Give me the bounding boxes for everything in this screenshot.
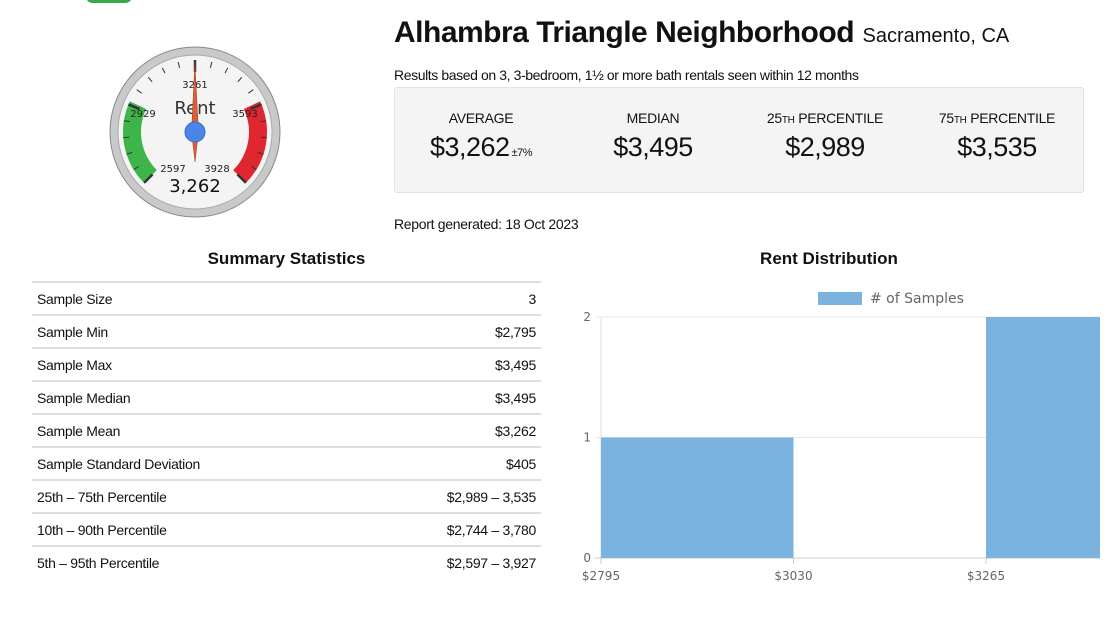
gauge-tick bbox=[251, 166, 257, 171]
stat-value: $3,262 bbox=[429, 132, 510, 162]
gauge-tick bbox=[123, 120, 130, 123]
key-stats-panel: AVERAGE $3,262 ±7% MEDIAN $3,495 25TH PER… bbox=[394, 87, 1084, 193]
stat-value: $2,744 – 3,780 bbox=[355, 512, 541, 546]
table-row: Sample Min $2,795 bbox=[32, 314, 541, 348]
stat-value: $3,495 bbox=[355, 347, 541, 381]
stat-value: $2,597 – 3,927 bbox=[355, 545, 541, 578]
table-row: 5th – 95th Percentile $2,597 – 3,927 bbox=[32, 545, 541, 578]
stat-name: Sample Mean bbox=[32, 413, 356, 447]
stat-value: $2,989 – 3,535 bbox=[355, 479, 541, 513]
gauge-tick bbox=[128, 103, 141, 111]
gauge-tick bbox=[236, 173, 247, 184]
stat-label: AVERAGE bbox=[448, 110, 514, 126]
y-tick-label: 1 bbox=[583, 431, 591, 445]
stat-value: $2,989 bbox=[785, 132, 865, 162]
legend-label: # of Samples bbox=[870, 291, 964, 307]
gauge-tick-label: 3593 bbox=[232, 109, 257, 120]
rent-distribution-chart: 0 1 2 $2795 $3030 $3265 # of Samples bbox=[582, 291, 1100, 583]
stat-name: 25th – 75th Percentile bbox=[32, 479, 356, 513]
table-row: 25th – 75th Percentile $2,989 – 3,535 bbox=[32, 479, 541, 513]
stat-75th-percentile: 75TH PERCENTILE $3,535 bbox=[911, 88, 1083, 192]
rent-gauge: 25972929326135933928Rent3,262 bbox=[109, 46, 281, 218]
table-row: Sample Mean $3,262 bbox=[32, 413, 541, 447]
gauge-tick bbox=[209, 61, 213, 68]
stat-name: Sample Max bbox=[32, 347, 356, 381]
neighborhood-name: Alhambra Triangle Neighborhood bbox=[394, 16, 855, 49]
gauge-tick bbox=[143, 173, 154, 184]
stat-name: Sample Median bbox=[32, 380, 356, 414]
summary-title: Summary Statistics bbox=[207, 249, 366, 268]
chart-title: Rent Distribution bbox=[760, 249, 898, 268]
stat-value: $2,795 bbox=[355, 314, 541, 348]
gauge-tick bbox=[177, 61, 181, 68]
stat-value: $3,495 bbox=[355, 380, 541, 414]
report-date: Report generated: 18 Oct 2023 bbox=[394, 216, 579, 232]
x-tick-label: $3030 bbox=[774, 569, 812, 583]
gauge-tick bbox=[133, 166, 139, 171]
histogram-bar bbox=[601, 437, 794, 558]
x-tick-label: $3265 bbox=[967, 569, 1005, 583]
gauge-tick bbox=[161, 67, 166, 74]
y-tick-label: 0 bbox=[583, 551, 591, 565]
gauge-tick bbox=[147, 76, 153, 83]
gauge-tick bbox=[136, 89, 142, 94]
stat-value: $3,535 bbox=[957, 132, 1037, 162]
stat-name: 5th – 95th Percentile bbox=[32, 545, 356, 578]
green-badge bbox=[86, 0, 132, 3]
stat-label: 75TH PERCENTILE bbox=[938, 110, 1056, 126]
gauge-tick bbox=[257, 151, 264, 155]
y-tick-label: 2 bbox=[583, 310, 591, 324]
stat-value: $405 bbox=[355, 446, 541, 480]
gauge-value: 3,262 bbox=[169, 176, 221, 197]
stat-value: $3,495 bbox=[613, 132, 693, 162]
gauge-low-band bbox=[122, 101, 157, 183]
x-tick-label: $2795 bbox=[582, 569, 620, 583]
gauge-tick bbox=[249, 103, 262, 111]
gauge-tick bbox=[224, 67, 229, 74]
gauge-tick bbox=[126, 151, 133, 155]
stat-label: MEDIAN bbox=[626, 110, 680, 126]
gauge-high-band bbox=[233, 101, 267, 183]
stat-average: AVERAGE $3,262 ±7% bbox=[395, 88, 567, 192]
stat-name: 10th – 90th Percentile bbox=[32, 512, 356, 546]
gauge-tick-label: 2597 bbox=[160, 164, 185, 175]
page-title: Alhambra Triangle Neighborhood Sacrament… bbox=[394, 16, 1009, 50]
results-basis: Results based on 3, 3-bedroom, 1½ or mor… bbox=[394, 67, 859, 83]
stat-margin: ±7% bbox=[511, 147, 533, 159]
stat-value: $3,262 bbox=[355, 413, 541, 447]
gauge-hub bbox=[184, 121, 206, 143]
table-row: Sample Median $3,495 bbox=[32, 380, 541, 414]
stat-name: Sample Min bbox=[32, 314, 356, 348]
summary-table: Sample Size 3 Sample Min $2,795 Sample Max $3… bbox=[32, 281, 541, 578]
stat-name: Sample Size bbox=[32, 281, 356, 315]
table-row: Sample Max $3,495 bbox=[32, 347, 541, 381]
stat-name: Sample Standard Deviation bbox=[32, 446, 356, 480]
table-row: 10th – 90th Percentile $2,744 – 3,780 bbox=[32, 512, 541, 546]
table-row: Sample Size 3 bbox=[32, 281, 541, 315]
histogram-bar bbox=[986, 317, 1100, 558]
stat-label: 25TH PERCENTILE bbox=[766, 110, 884, 126]
stat-median: MEDIAN $3,495 bbox=[567, 88, 739, 192]
gauge-tick-label: 3928 bbox=[204, 164, 229, 175]
table-row: Sample Standard Deviation $405 bbox=[32, 446, 541, 480]
gauge-tick bbox=[248, 89, 254, 94]
gauge-tick-label: 2929 bbox=[130, 109, 155, 120]
gauge-tick bbox=[260, 120, 267, 123]
stat-25th-percentile: 25TH PERCENTILE $2,989 bbox=[739, 88, 911, 192]
gauge-tick bbox=[237, 76, 243, 83]
legend-swatch bbox=[818, 292, 862, 305]
stat-value: 3 bbox=[355, 281, 541, 315]
location: Sacramento, CA bbox=[862, 25, 1010, 47]
